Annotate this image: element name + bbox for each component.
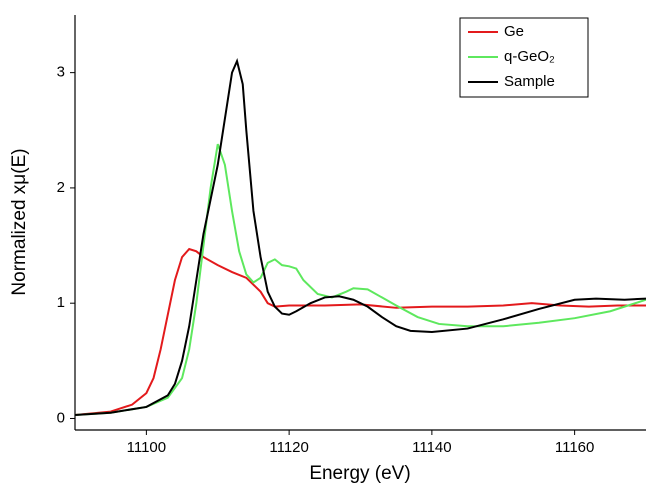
x-axis-title: Energy (eV)	[309, 463, 410, 484]
y-tick-label: 0	[57, 409, 65, 426]
y-tick-label: 2	[57, 179, 65, 196]
series-line	[75, 57, 646, 417]
series-line	[75, 247, 646, 417]
legend-label: Sample	[504, 73, 555, 90]
x-tick-label: 11160	[555, 439, 595, 456]
legend-label: q-GeO₂	[504, 48, 555, 65]
series-line	[75, 143, 646, 417]
x-tick-label: 11120	[269, 439, 309, 456]
y-tick-label: 3	[57, 64, 65, 81]
legend-label: Ge	[504, 23, 524, 40]
y-tick-label: 1	[57, 294, 65, 311]
x-tick-label: 11140	[412, 439, 452, 456]
y-axis-title: Normalized xμ(E)	[9, 148, 30, 295]
x-tick-label: 11100	[127, 439, 167, 456]
